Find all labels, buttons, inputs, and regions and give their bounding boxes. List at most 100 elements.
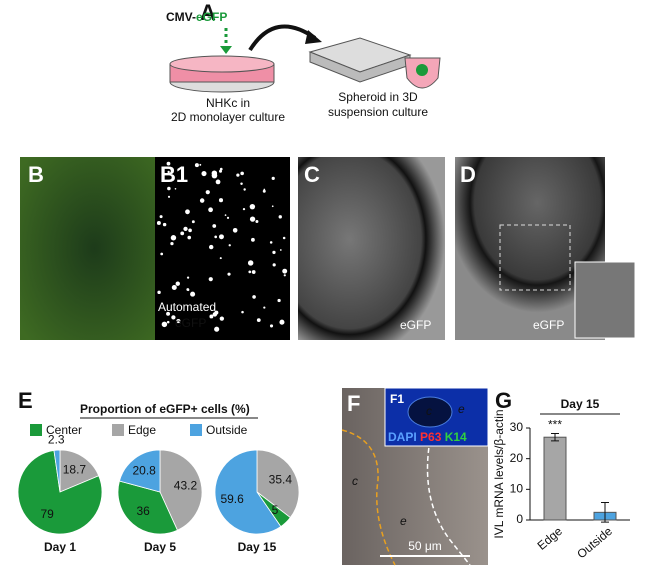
pie-value: 5 [272, 503, 279, 517]
cell [209, 244, 214, 250]
cell [214, 326, 220, 332]
cell [171, 284, 177, 290]
cell [199, 198, 205, 203]
cell [218, 169, 223, 173]
cell [199, 163, 202, 166]
cell [236, 173, 240, 177]
legend-swatch [190, 424, 202, 436]
cell [161, 321, 168, 328]
pie-value: 79 [40, 507, 54, 521]
pie-slice [117, 480, 178, 535]
cell [160, 252, 164, 256]
cell [212, 312, 218, 317]
cell [282, 236, 286, 240]
cell [251, 270, 256, 274]
pie-label: Day 5 [144, 540, 176, 554]
cell [190, 291, 196, 297]
cell [262, 189, 266, 193]
cell [176, 319, 181, 324]
pie-slice [59, 449, 100, 493]
cell [226, 216, 230, 219]
cell [227, 272, 231, 276]
pie-label: Day 15 [238, 540, 277, 554]
cell [218, 198, 224, 203]
cell [159, 215, 163, 219]
bar [543, 436, 567, 521]
error-bar [551, 433, 559, 442]
region: e [400, 514, 407, 528]
region: c [426, 404, 432, 418]
stain: P63 [420, 430, 442, 444]
cell [219, 257, 222, 260]
spheroid [407, 396, 453, 428]
cell [157, 290, 161, 295]
cell [283, 274, 286, 277]
y-tick-label: 30 [510, 420, 524, 434]
cell [162, 222, 167, 227]
cell [166, 320, 170, 324]
stain: K14 [445, 430, 467, 444]
panel-label: F [347, 391, 360, 416]
cell [279, 249, 282, 251]
panel-label: E [18, 388, 33, 413]
caption: 2D monolayer culture [171, 110, 285, 124]
caption: NHKc in [206, 96, 250, 110]
construct-prefix: CMV- [166, 10, 196, 24]
zoom-box [499, 224, 571, 291]
cell [263, 306, 266, 309]
cell [248, 270, 252, 274]
cell [170, 235, 177, 241]
cell [232, 227, 238, 233]
panel-label: G [495, 388, 512, 413]
pie-value: 59.6 [220, 492, 244, 506]
cell [251, 237, 255, 242]
legend-label: Edge [128, 423, 156, 437]
cell [247, 260, 254, 266]
dish-top [169, 55, 275, 73]
panel-label: A [200, 0, 216, 25]
pie-value: 2.3 [48, 432, 65, 446]
bar-title: Day 15 [561, 397, 600, 411]
pie-slice [118, 449, 161, 493]
cell [208, 207, 213, 213]
panel-label: C [304, 162, 320, 187]
cell [167, 170, 170, 174]
y-axis-label: IVL mRNA levels/β-actin [492, 409, 506, 538]
stain: DAPI [388, 430, 417, 444]
legend-label: Outside [206, 423, 248, 437]
construct-gene: eGFP [196, 10, 227, 24]
cell [249, 216, 256, 222]
significance: *** [548, 418, 562, 432]
cell [166, 311, 171, 316]
cell [171, 315, 176, 320]
panel-label: B [28, 162, 44, 187]
y-tick-label: 0 [516, 512, 523, 526]
cell [271, 205, 274, 208]
cell [208, 277, 213, 282]
pie-value: 36 [136, 504, 150, 518]
legend-label: Center [46, 423, 82, 437]
cell [224, 214, 227, 216]
cell [271, 176, 275, 180]
cell [282, 268, 288, 274]
cell [249, 203, 256, 210]
cell [269, 324, 274, 328]
pie-slice [256, 449, 300, 519]
cell [201, 170, 207, 177]
legend-swatch [112, 424, 124, 436]
pie-slice [17, 449, 103, 535]
cell [180, 231, 185, 236]
cell [212, 224, 217, 228]
cell [269, 241, 273, 244]
panel-label: B1 [160, 162, 188, 187]
cell [156, 220, 161, 225]
panel-label: D [460, 162, 476, 187]
cell [185, 209, 190, 215]
construct: CMV-eGFP [166, 10, 227, 24]
channel-label: eGFP [400, 318, 431, 332]
cell [187, 235, 192, 240]
x-tick-label: Outside [574, 524, 615, 562]
pie-slice [159, 449, 203, 531]
micrograph [155, 157, 290, 340]
cell [278, 215, 282, 219]
